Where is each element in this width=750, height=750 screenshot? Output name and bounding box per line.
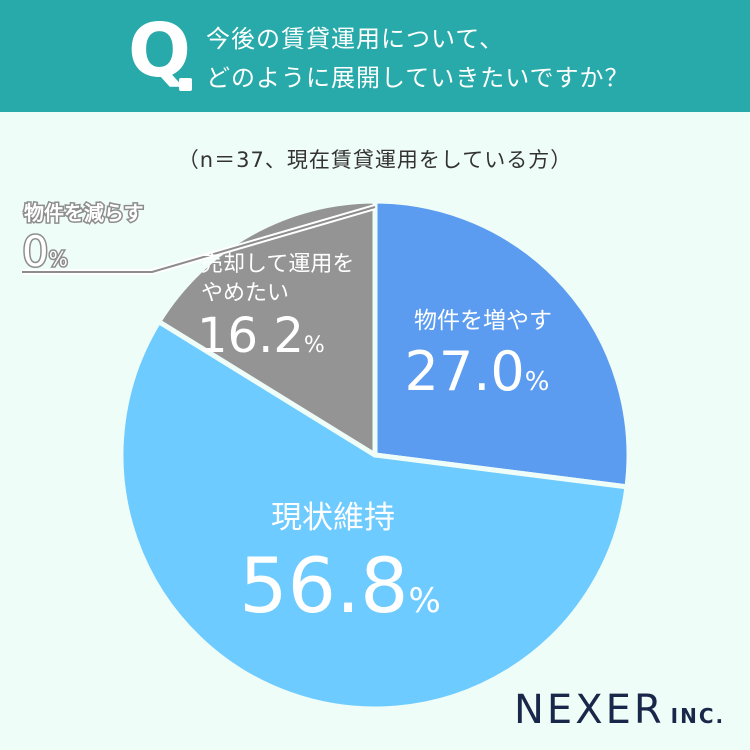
- slice-value-sell-number: 16.2: [197, 308, 304, 364]
- question-line-1: 今後の賃貸運用について、: [206, 25, 505, 53]
- brand-logo: NEXER INC.: [514, 690, 725, 730]
- slice-label-reduce: 物件を減らす: [24, 201, 144, 225]
- slice-value-keep-unit: %: [408, 581, 440, 621]
- slice-value-keep-number: 56.8: [239, 541, 408, 630]
- slice-sell: [156, 198, 378, 458]
- slice-label-sell-line1: 売却して運用を: [201, 252, 354, 277]
- slice-increase: [372, 198, 632, 490]
- slice-keep: [118, 319, 630, 712]
- slice-value-increase-number: 27.0: [405, 340, 525, 403]
- slice-label-keep: 現状維持: [271, 500, 395, 536]
- question-line-2: どのように展開していきたいですか？: [206, 64, 630, 92]
- callout-line-reduce-inner: [22, 206, 376, 273]
- slice-value-increase-unit: %: [525, 367, 550, 397]
- slice-value-keep: 56.8%: [239, 541, 441, 630]
- slice-value-sell-unit: %: [304, 333, 325, 358]
- slice-value-reduce: 0%: [22, 227, 68, 276]
- slice-label-sell-line2: やめたい: [201, 281, 289, 306]
- slice-value-reduce-number: 0: [22, 227, 49, 276]
- slice-value-sell: 16.2%: [197, 308, 325, 364]
- slice-value-reduce-unit: %: [49, 247, 68, 271]
- sample-note: （n＝37、現在賃貸運用をしている方）: [177, 148, 573, 172]
- question-header: Q 今後の賃貸運用について、 どのように展開していきたいですか？: [0, 0, 750, 112]
- q-mark: Q: [128, 8, 191, 94]
- slice-value-increase: 27.0%: [405, 340, 550, 403]
- q-dot-decoration: [179, 78, 192, 91]
- brand-name: NEXER: [514, 687, 665, 733]
- brand-suffix: INC.: [670, 704, 726, 728]
- slice-label-increase: 物件を増やす: [414, 308, 552, 334]
